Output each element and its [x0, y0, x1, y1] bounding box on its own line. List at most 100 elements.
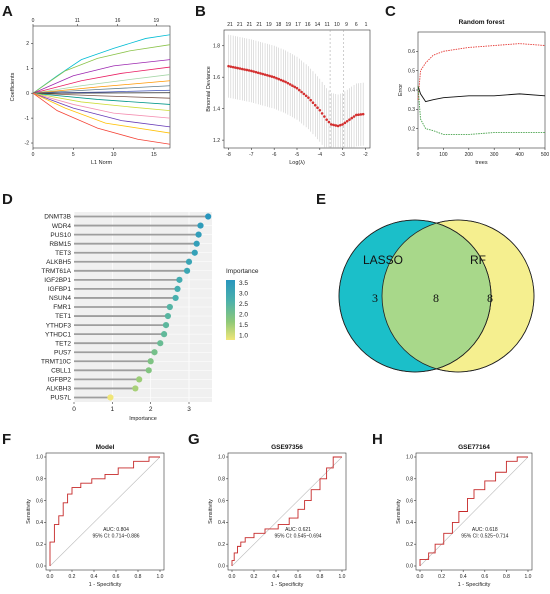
roc-curve	[419, 456, 528, 566]
y-tick-label: 0.4	[36, 520, 43, 526]
top-tick-label: 21	[256, 22, 262, 28]
x-tick-label: 10	[111, 152, 117, 158]
deviance-point	[270, 75, 274, 78]
gene-label: ALKBH3	[46, 386, 71, 393]
lollipop-point	[164, 312, 172, 320]
chart-title: Model	[96, 444, 115, 451]
lasso-deviance-chart: -8 -7 -6 -5 -4 -3 -21.21.41.61.821 21 21 21 19 18 19…	[206, 22, 371, 166]
lollipop-point	[107, 394, 114, 401]
deviance-point	[240, 67, 244, 71]
x-tick-label: -8	[226, 152, 231, 158]
y-axis-label: Coefficients	[10, 72, 16, 101]
deviance-point	[288, 83, 292, 86]
y-tick-label: 0.6	[406, 498, 413, 504]
top-tick-label: 17	[295, 22, 301, 28]
x-tick-label: 0.2	[251, 574, 258, 580]
coefficient-path-7	[32, 85, 171, 94]
top-tick-label: 11	[75, 18, 80, 24]
plot-frame	[415, 452, 533, 571]
y-tick-label: 1.8	[213, 43, 220, 49]
error-series-1	[417, 43, 546, 100]
deviance-point	[231, 65, 235, 69]
y-axis-label: Sensitivity	[26, 499, 32, 524]
deviance-point	[348, 118, 351, 121]
chart-title: GSE97356	[271, 444, 303, 451]
x-tick-label: 0.6	[113, 574, 120, 580]
y-tick-label: 1.2	[213, 138, 220, 144]
x-axis-label: 1 - Specificity	[89, 582, 122, 588]
venn-count-lasso-only: 3	[372, 291, 378, 305]
error-series-3	[417, 86, 545, 135]
y-tick-label: 1.0	[406, 455, 413, 461]
y-tick-label: 0.4	[406, 520, 413, 526]
y-tick-label: 1.6	[213, 75, 220, 81]
panel-label-a: A	[2, 3, 13, 20]
x-tick-label: 2	[149, 406, 153, 413]
y-tick-label: 1.0	[36, 455, 43, 461]
deviance-point	[302, 92, 306, 96]
x-tick-label: 1.0	[339, 574, 346, 580]
x-tick-label: 0.6	[295, 574, 302, 580]
coefficient-path-14	[32, 92, 171, 128]
error-series-2	[417, 85, 546, 103]
lollipop-point	[185, 258, 193, 265]
y-tick-label: 0.4	[218, 520, 225, 526]
x-tick-label: 0.2	[69, 574, 76, 580]
deviance-point	[359, 113, 363, 116]
random-forest-error-chart: Random forest 0 100 200 300 400 500 0.2 0.3 0.4 0.…	[398, 19, 549, 166]
deviance-point	[311, 101, 315, 104]
top-tick-label: 10	[334, 22, 340, 28]
plot-frame	[417, 31, 546, 149]
y-tick-label: -1	[25, 116, 30, 122]
x-axis-label: Log(λ)	[289, 160, 305, 166]
lasso-coefficient-chart: 0 5 10 15 0 11 16 19 -2 -1 0 1 2 L1 Norm Coefficients	[10, 18, 171, 166]
coefficient-path-10	[32, 92, 171, 99]
y-tick-label: 1	[26, 66, 29, 72]
y-tick-label: 2	[26, 41, 29, 47]
deviance-point	[238, 67, 242, 70]
top-tick-label: 0	[32, 18, 35, 24]
gene-label: ALKBH5	[46, 259, 71, 266]
coefficient-path-3	[32, 59, 171, 94]
venn-label-lasso: LASSO	[363, 253, 403, 267]
deviance-point	[327, 120, 331, 124]
y-tick-label: 1.4	[213, 106, 220, 112]
top-tick-label: 1	[365, 22, 368, 28]
y-tick-label: 0.2	[408, 126, 415, 132]
y-tick-label: -2	[25, 141, 30, 147]
x-axis-label: 1 - Specificity	[271, 582, 304, 588]
x-tick-label: 0.8	[317, 574, 324, 580]
venn-label-rf: RF	[470, 253, 486, 267]
deviance-point	[350, 116, 354, 120]
top-tick-label: 9	[345, 22, 348, 28]
lollipop-point	[183, 267, 191, 274]
deviance-point	[297, 88, 301, 92]
gene-label: TRMT61A	[41, 268, 71, 275]
auc-ci-label: 95% CI: 0.714~0.886	[92, 534, 139, 540]
lollipop-point	[174, 285, 181, 293]
deviance-point	[284, 80, 287, 84]
gene-label: TRMT10C	[41, 358, 71, 365]
coefficient-path-2	[32, 44, 171, 94]
plot-frame	[45, 452, 165, 571]
deviance-point	[304, 94, 308, 98]
x-tick-label: 100	[439, 152, 448, 158]
x-tick-label: 0	[32, 152, 35, 158]
x-tick-label: 0.4	[460, 574, 467, 580]
deviance-point	[291, 84, 294, 87]
deviance-point	[279, 78, 283, 82]
top-tick-label: 16	[305, 22, 311, 28]
lollipop-point	[145, 367, 152, 374]
y-tick-label: 0.0	[218, 564, 225, 570]
x-tick-label: 400	[515, 152, 524, 158]
top-tick-label: 19	[286, 22, 292, 28]
deviance-point	[245, 68, 249, 72]
panel-label-e: E	[316, 191, 326, 208]
gene-label: TET1	[55, 313, 71, 320]
gene-label: PUS7L	[50, 395, 71, 402]
venn-count-overlap: 8	[433, 291, 439, 305]
x-tick-label: 0.8	[503, 574, 510, 580]
y-tick-label: 0.6	[218, 498, 225, 504]
deviance-point	[259, 72, 262, 75]
